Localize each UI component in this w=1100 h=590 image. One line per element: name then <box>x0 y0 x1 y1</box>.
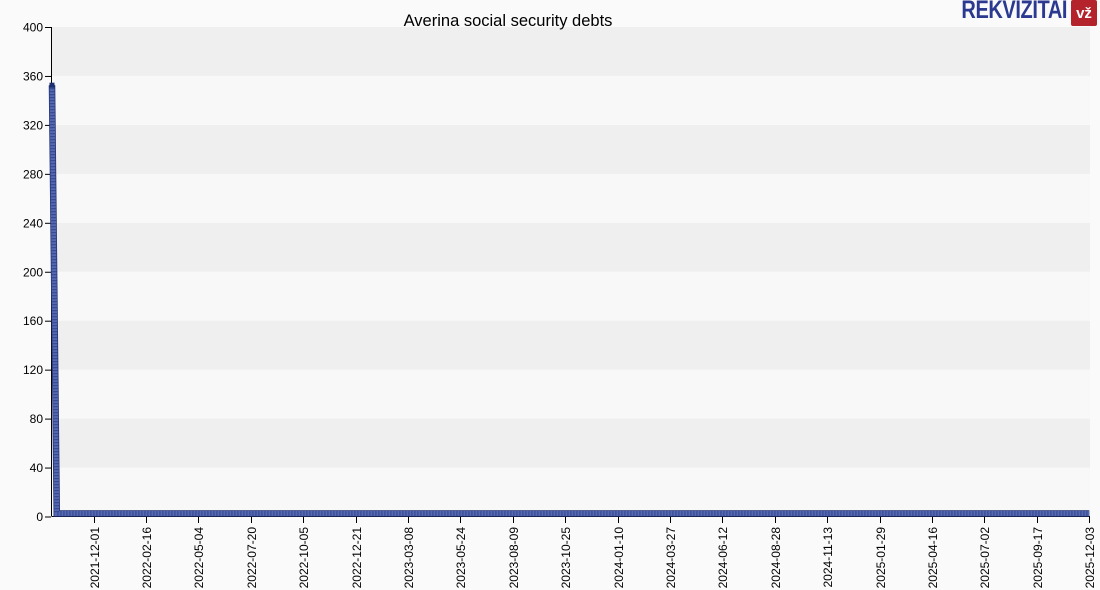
debt-line-series <box>48 82 1090 517</box>
y-tick-label: 400 <box>23 21 43 35</box>
vz-badge: vž <box>1071 0 1097 26</box>
rekvizitai-logo-text: REKVIZITAI <box>961 0 1067 24</box>
x-tick-label: 2022-10-05 <box>297 527 311 589</box>
x-tick-label: 2024-01-10 <box>612 527 626 589</box>
y-tick-label: 200 <box>23 265 43 279</box>
peak-marker <box>49 82 55 88</box>
grid-bands <box>52 27 1090 517</box>
x-tick-label: 2023-10-25 <box>559 527 573 589</box>
y-tick-label: 320 <box>23 118 43 132</box>
x-tick-label: 2025-12-03 <box>1083 527 1097 589</box>
y-tick-label: 120 <box>23 363 43 377</box>
x-tick-label: 2024-06-12 <box>716 527 730 589</box>
x-axis: 2021-12-01 2022-02-16 2022-05-04 2022-07-20… <box>52 516 1097 589</box>
x-tick-label: 2022-02-16 <box>140 527 154 589</box>
y-tick-label: 160 <box>23 314 43 328</box>
y-tick-label: 40 <box>30 461 44 475</box>
x-tick-label: 2022-07-20 <box>245 527 259 589</box>
x-tick-label: 2024-08-28 <box>769 527 783 589</box>
y-tick-label: 360 <box>23 69 43 83</box>
x-tick-label: 2023-08-09 <box>507 527 521 589</box>
x-tick-label: 2022-12-21 <box>350 527 364 589</box>
y-tick-label: 280 <box>23 167 43 181</box>
x-tick-label: 2025-01-29 <box>874 527 888 589</box>
x-tick-label: 2021-12-01 <box>88 527 102 589</box>
x-tick-label: 2025-07-02 <box>978 527 992 589</box>
x-tick-label: 2025-04-16 <box>926 527 940 589</box>
x-tick-label: 2024-03-27 <box>664 527 678 589</box>
chart-title: Averina social security debts <box>403 12 613 30</box>
x-tick-label: 2023-03-08 <box>402 527 416 589</box>
x-tick-label: 2023-05-24 <box>454 527 468 589</box>
y-axis: 0 40 80 120 160 200 240 280 320 360 400 <box>23 21 52 524</box>
x-tick-label: 2025-09-17 <box>1031 527 1045 589</box>
y-tick-label: 80 <box>30 412 44 426</box>
y-tick-label: 0 <box>36 510 43 524</box>
x-tick-label: 2022-05-04 <box>192 527 206 589</box>
y-tick-label: 240 <box>23 216 43 230</box>
rekvizitai-logo[interactable]: REKVIZITAI vž <box>935 0 1097 26</box>
x-tick-label: 2024-11-13 <box>821 527 835 588</box>
